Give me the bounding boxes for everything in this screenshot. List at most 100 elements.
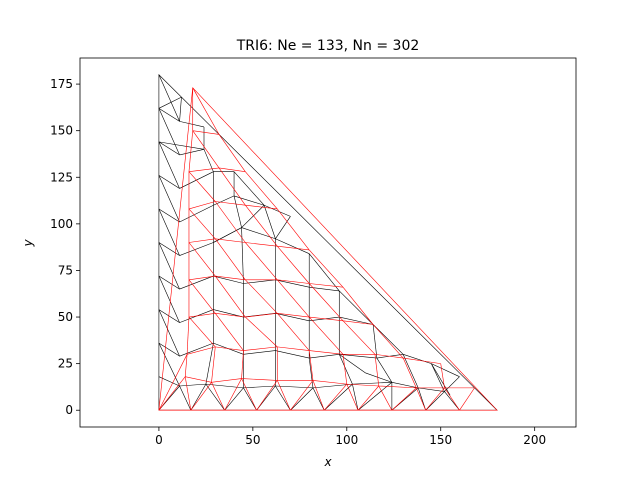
mesh-edge [245, 205, 278, 247]
mesh-edge [203, 149, 214, 172]
mesh-edge [245, 279, 278, 314]
mesh-edge [312, 383, 353, 389]
mesh-edge [188, 275, 216, 281]
mesh-edge [158, 141, 180, 189]
mesh-edge [158, 208, 180, 223]
mesh-edge [215, 346, 244, 351]
mesh-edge [179, 242, 214, 256]
mesh-edge [188, 171, 216, 202]
mesh-edge [188, 208, 216, 239]
mesh-edge [215, 201, 246, 206]
y-tick-label: 125 [50, 170, 73, 184]
mesh-edge [158, 309, 180, 323]
mesh-edge [241, 350, 244, 379]
mesh-series-0 [158, 74, 498, 411]
mesh-edge [158, 242, 180, 256]
mesh-edge [403, 357, 441, 364]
mesh-edge [309, 286, 340, 292]
mesh-edge [342, 354, 348, 385]
mesh-edge [290, 380, 314, 411]
mesh-edge [218, 134, 246, 172]
mesh-edge [192, 87, 220, 135]
mesh-edge [275, 350, 310, 359]
mesh-edge [158, 175, 180, 223]
mesh-edge [211, 378, 242, 383]
mesh-edge [324, 383, 348, 411]
mesh-edge [188, 279, 216, 314]
x-tick-label: 50 [245, 433, 260, 447]
mesh-edge [277, 279, 310, 318]
mesh-edge [263, 205, 276, 239]
mesh-edge [403, 354, 432, 364]
mesh-edge [308, 350, 314, 381]
mesh-edge [440, 363, 445, 388]
mesh-edge [444, 387, 460, 411]
mesh-edge [243, 385, 276, 389]
mesh-edge [277, 208, 310, 251]
mesh-edge [346, 383, 379, 387]
mesh-edge [188, 130, 194, 172]
mesh-edge [158, 343, 180, 387]
mesh-edge [372, 324, 378, 359]
mesh-edge [179, 383, 206, 387]
mesh-edge [275, 385, 291, 411]
mesh-edge [277, 346, 310, 351]
mesh-edge [312, 380, 325, 411]
mesh-edge [233, 195, 265, 206]
mesh-edge [277, 246, 310, 284]
mesh-edge [308, 283, 344, 321]
mesh-edge [425, 387, 445, 411]
mesh-edge [158, 342, 180, 357]
x-tick-label: 0 [155, 433, 163, 447]
mesh-edge [215, 238, 246, 243]
mesh-edge [215, 201, 246, 243]
mesh-edge [213, 309, 244, 318]
mesh-edge [425, 391, 445, 411]
mesh-edge [179, 275, 214, 290]
mesh-edge [179, 149, 205, 156]
mesh-edge [241, 205, 265, 228]
mesh-edge [243, 350, 276, 355]
mesh-edge [211, 346, 216, 383]
mesh-edge [188, 167, 220, 172]
mesh-edge [277, 279, 310, 284]
mesh-edge [218, 167, 246, 172]
mesh-edge [391, 387, 417, 411]
mesh-edge [190, 383, 207, 411]
mesh-edge [357, 385, 379, 411]
mesh-edge [158, 74, 180, 122]
mesh-edge [245, 316, 278, 348]
mesh-edge [342, 287, 374, 325]
mesh-edge [245, 242, 278, 247]
y-tick-label: 175 [50, 77, 73, 91]
y-tick-label: 75 [58, 263, 73, 277]
y-tick-label: 25 [58, 357, 73, 371]
mesh-edge [179, 204, 214, 223]
mesh-edge [275, 385, 313, 389]
mesh-edge [190, 382, 212, 411]
mesh-edge [224, 378, 242, 411]
mesh-edge [418, 387, 445, 392]
mesh-edge [215, 275, 246, 281]
mesh-edge [444, 376, 460, 392]
mesh-edge [342, 320, 376, 355]
mesh-edge [158, 275, 180, 323]
mesh-edge [241, 227, 244, 284]
mesh-edge [192, 130, 220, 169]
mesh-edge [192, 130, 220, 135]
mesh-edge [308, 358, 314, 388]
mesh-edge [339, 354, 377, 359]
mesh-edge [275, 279, 310, 288]
mesh-edge [215, 238, 246, 280]
mesh-edge [179, 121, 205, 128]
mesh-edge [444, 391, 460, 411]
mesh-edge [277, 313, 310, 318]
mesh-edge [179, 97, 182, 122]
mesh-edge [213, 275, 244, 284]
mesh-edge [342, 320, 374, 325]
mesh-edge [243, 346, 278, 351]
mesh-edge [312, 380, 347, 385]
mesh-edge [365, 372, 392, 383]
mesh-edge [276, 380, 291, 411]
mesh-edge [241, 378, 278, 381]
